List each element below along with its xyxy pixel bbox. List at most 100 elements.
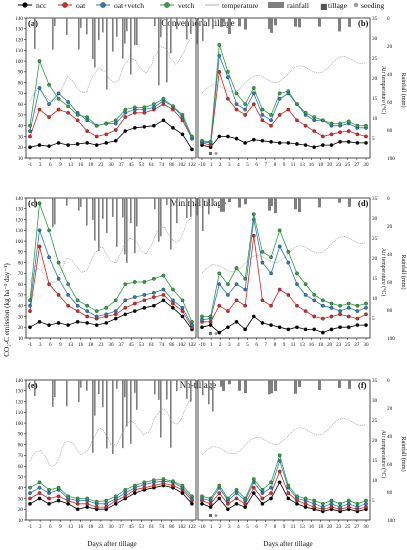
data-point-oat: [75, 309, 80, 313]
temperature-tick-label: 35: [372, 196, 378, 202]
rainfall-tick-label: 80: [387, 490, 393, 496]
rainfall-bar: [244, 198, 247, 205]
data-point-vetch: [56, 96, 61, 101]
rainfall-bar: [54, 18, 56, 26]
x-tick-label: 61: [149, 524, 155, 530]
data-point-oat: [355, 316, 360, 321]
rainfall-bar: [170, 18, 172, 54]
data-point-oat_vetch: [243, 107, 248, 112]
data-point-vetch: [37, 201, 42, 206]
rainfall-bar: [170, 380, 172, 448]
data-point-vetch: [94, 123, 99, 128]
rainfall-bar: [212, 198, 214, 206]
rainfall-bar: [166, 198, 168, 205]
x-tick-label: 74: [159, 342, 165, 348]
x-tick-label: 9: [283, 162, 286, 168]
rainfall-axis-label-b: Rainfall (mm): [400, 254, 407, 289]
x-tick-label: 23: [98, 162, 104, 168]
x-tick-label: 18: [318, 342, 324, 348]
series-line-oat: [202, 235, 367, 323]
x-tick-label: 23: [336, 342, 342, 348]
panel-letter: (b): [358, 18, 369, 28]
x-tick-label: 1: [210, 162, 213, 168]
rainfall-bar: [122, 380, 124, 449]
x-tick-label: 61: [149, 342, 155, 348]
data-point-oat: [104, 132, 109, 137]
data-point-vetch: [364, 301, 368, 306]
data-point-vetch: [226, 282, 230, 287]
rainfall-bar: [222, 380, 225, 391]
x-tick-label: 86: [169, 162, 175, 168]
data-point-ncc: [132, 491, 137, 495]
data-point-oat_vetch: [346, 305, 351, 310]
data-point-vetch: [66, 104, 70, 109]
rainfall-bar: [268, 18, 271, 30]
x-tick-label: 3: [39, 162, 42, 168]
x-tick-label: 30: [363, 524, 369, 530]
data-point-oat: [132, 301, 137, 306]
x-tick-label: -1: [28, 342, 33, 348]
rainfall-bar: [238, 380, 241, 391]
data-point-oat: [346, 505, 351, 509]
x-tick-label: -1: [28, 162, 33, 168]
data-point-ncc: [123, 129, 128, 133]
x-tick-label: 122: [188, 524, 196, 530]
data-point-ncc: [75, 142, 80, 146]
rainfall-bar: [66, 198, 68, 206]
y-axis-label-left: CO₂-C emission (kg ha⁻¹ day⁻¹): [3, 263, 11, 357]
data-point-oat_vetch: [113, 121, 118, 126]
data-point-ncc: [56, 321, 61, 325]
x-tick-label: 9: [283, 524, 286, 530]
data-point-ncc: [37, 496, 42, 501]
x-tick-label: 6: [255, 524, 258, 530]
right-plot-frame: [197, 17, 371, 159]
x-tick-label: 30: [108, 342, 114, 348]
data-point-ncc: [66, 323, 70, 327]
data-point-vetch: [161, 96, 166, 101]
rainfall-bar: [238, 198, 241, 208]
data-point-vetch: [37, 59, 42, 63]
rainfall-bar: [130, 380, 132, 444]
rainfall-tick-label: 20: [387, 406, 393, 412]
data-point-ncc: [37, 143, 42, 147]
data-point-ncc: [234, 319, 239, 324]
rainfall-bar: [80, 198, 82, 207]
data-point-vetch: [190, 134, 194, 139]
data-point-ncc: [190, 147, 194, 152]
x-tick-label: 13: [300, 162, 306, 168]
data-point-ncc: [85, 505, 90, 509]
data-point-oat: [346, 129, 351, 133]
rainfall-bar: [106, 18, 108, 90]
data-point-oat_vetch: [234, 282, 239, 287]
data-point-oat_vetch: [346, 501, 351, 506]
data-point-vetch: [234, 487, 239, 492]
x-tick-label: 30: [108, 524, 114, 530]
right-plot-frame: [197, 197, 371, 339]
rainfall-bar: [318, 198, 321, 208]
rainfall-bar: [196, 198, 198, 216]
rainfall-bar: [78, 380, 80, 403]
rainfall-tick-label: 40: [387, 72, 393, 78]
rainfall-bar: [160, 18, 162, 38]
rainfall-bar: [106, 380, 108, 449]
data-point-vetch: [85, 115, 90, 119]
rainfall-bar: [112, 380, 114, 455]
rainfall-bar: [106, 198, 108, 233]
x-tick-label: 20: [327, 524, 333, 530]
legend-temperature: temperature: [205, 1, 259, 10]
x-tick-label: 102: [178, 162, 186, 168]
data-point-vetch: [47, 228, 51, 233]
data-point-oat: [152, 295, 156, 299]
rainfall-bar: [136, 380, 138, 410]
rainfall-bar: [80, 18, 82, 28]
data-point-ncc: [28, 325, 32, 330]
series-line-ncc: [29, 119, 193, 150]
data-point-oat: [303, 123, 308, 128]
rainfall-bar: [176, 198, 178, 224]
x-tick-label: 9: [59, 524, 62, 530]
y-tick-label: 90: [18, 432, 24, 438]
data-point-ncc: [113, 138, 118, 143]
data-point-oat: [132, 110, 137, 115]
rainfall-bar: [208, 198, 210, 215]
data-point-oat_vetch: [260, 260, 265, 265]
